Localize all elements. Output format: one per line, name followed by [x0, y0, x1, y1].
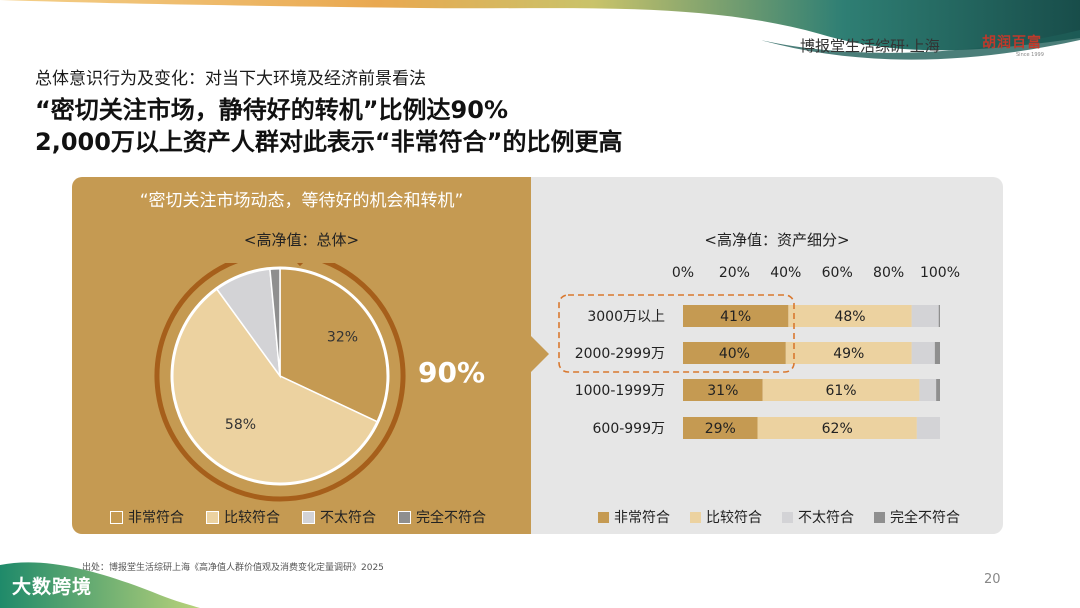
legend-swatch: [690, 511, 701, 523]
bar-legend: 非常符合 比较符合 不太符合 完全不符合: [598, 507, 960, 527]
legend-item: 完全不符合: [398, 507, 486, 527]
legend-label: 比较符合: [706, 510, 762, 526]
bar-segment: [919, 379, 937, 401]
brand-logo: 胡润百富: [982, 35, 1042, 51]
legend-label: 不太符合: [320, 510, 376, 526]
bar-segment: [934, 342, 940, 364]
legend-swatch: [206, 510, 219, 524]
bar-data-label: 61%: [825, 383, 856, 399]
x-tick-label: 60%: [822, 265, 853, 281]
highlight-box: [558, 294, 795, 373]
bar-segment: [683, 342, 786, 364]
legend-label: 比较符合: [224, 510, 280, 526]
pie-data-label: 58%: [225, 417, 256, 433]
bar-segment: [938, 305, 940, 327]
bar-segment: [683, 379, 763, 401]
slide-subtitle: 总体意识行为及变化：对当下大环境及经济前景看法: [35, 69, 426, 89]
pie-legend: 非常符合 比较符合 不太符合 完全不符合: [110, 507, 486, 527]
watermark: 大数跨境: [12, 576, 93, 598]
bar-segment: [785, 342, 912, 364]
header-decoration: [0, 0, 1080, 60]
x-tick-label: 80%: [873, 265, 904, 281]
legend-swatch: [110, 510, 123, 524]
legend-label: 非常符合: [614, 510, 670, 526]
legend-label: 完全不符合: [890, 510, 960, 526]
legend-item: 非常符合: [110, 507, 184, 527]
legend-swatch: [782, 511, 793, 523]
legend-item: 完全不符合: [874, 507, 960, 527]
x-tick-label: 40%: [770, 265, 801, 281]
bar-data-label: 62%: [822, 421, 853, 437]
bar-data-label: 29%: [705, 421, 736, 437]
category-label: 600-999万: [593, 421, 666, 437]
bar-data-label: 48%: [834, 309, 865, 325]
ratio-arc: [154, 263, 406, 502]
x-tick-label: 20%: [719, 265, 750, 281]
legend-swatch: [398, 510, 411, 524]
x-tick-label: 0%: [672, 265, 694, 281]
bar-segment: [788, 305, 912, 327]
bar-segment: [911, 305, 939, 327]
category-label: 2000-2999万: [575, 346, 665, 362]
left-panel-title: “密切关注市场动态，等待好的机会和转机”: [139, 191, 464, 211]
legend-item: 比较符合: [206, 507, 280, 527]
bar-data-label: 40%: [719, 346, 750, 362]
source-note: 出处：博报堂生活综研上海《高净值人群价值观及消费变化定量调研》2025: [82, 563, 384, 573]
ratio-arc-arrowhead: [297, 263, 304, 267]
pie-data-label: 32%: [327, 329, 358, 345]
legend-label: 不太符合: [798, 510, 854, 526]
bar-data-label: 31%: [707, 383, 738, 399]
pie-chart: 32% 58%: [154, 263, 406, 502]
bar-segment: [911, 342, 935, 364]
legend-item: 比较符合: [690, 507, 762, 527]
panel-connector-arrow: [531, 336, 549, 372]
legend-swatch: [874, 511, 885, 523]
pie-chart-title: <高净值：总体>: [243, 231, 360, 249]
legend-label: 完全不符合: [416, 510, 486, 526]
bar-segment: [936, 379, 940, 401]
stacked-bar-chart: 0% 20% 40% 60% 80% 100% 3000万以上 41% 48% 2000-2999…: [558, 265, 960, 439]
category-label: 3000万以上: [587, 309, 665, 325]
brand-name: 博报堂生活综研·上海: [800, 37, 940, 55]
bar-segment: [757, 417, 917, 439]
category-label: 1000-1999万: [575, 383, 665, 399]
page-number: 20: [984, 572, 1001, 587]
highlight-percentage: 90%: [418, 356, 486, 389]
bar-segment: [683, 305, 789, 327]
legend-item: 非常符合: [598, 507, 670, 527]
x-tick-label: 100%: [920, 265, 960, 281]
bar-segment: [916, 417, 940, 439]
footer-decoration: [0, 562, 200, 608]
bar-data-label: 49%: [833, 346, 864, 362]
headline-line-2: 2,000万以上资产人群对此表示“非常符合”的比例更高: [35, 128, 623, 156]
bar-data-label: 41%: [720, 309, 751, 325]
brand-logo-caption: Since 1999: [1016, 52, 1044, 58]
legend-label: 非常符合: [128, 510, 184, 526]
bar-segment: [762, 379, 920, 401]
pie-outline: [170, 266, 390, 486]
legend-swatch: [302, 510, 315, 524]
bar-chart-title: <高净值：资产细分>: [704, 231, 850, 249]
legend-item: 不太符合: [302, 507, 376, 527]
headline-line-1: “密切关注市场，静待好的转机”比例达90%: [35, 96, 508, 124]
bar-segment: [683, 417, 758, 439]
legend-swatch: [598, 511, 609, 523]
legend-item: 不太符合: [782, 507, 854, 527]
